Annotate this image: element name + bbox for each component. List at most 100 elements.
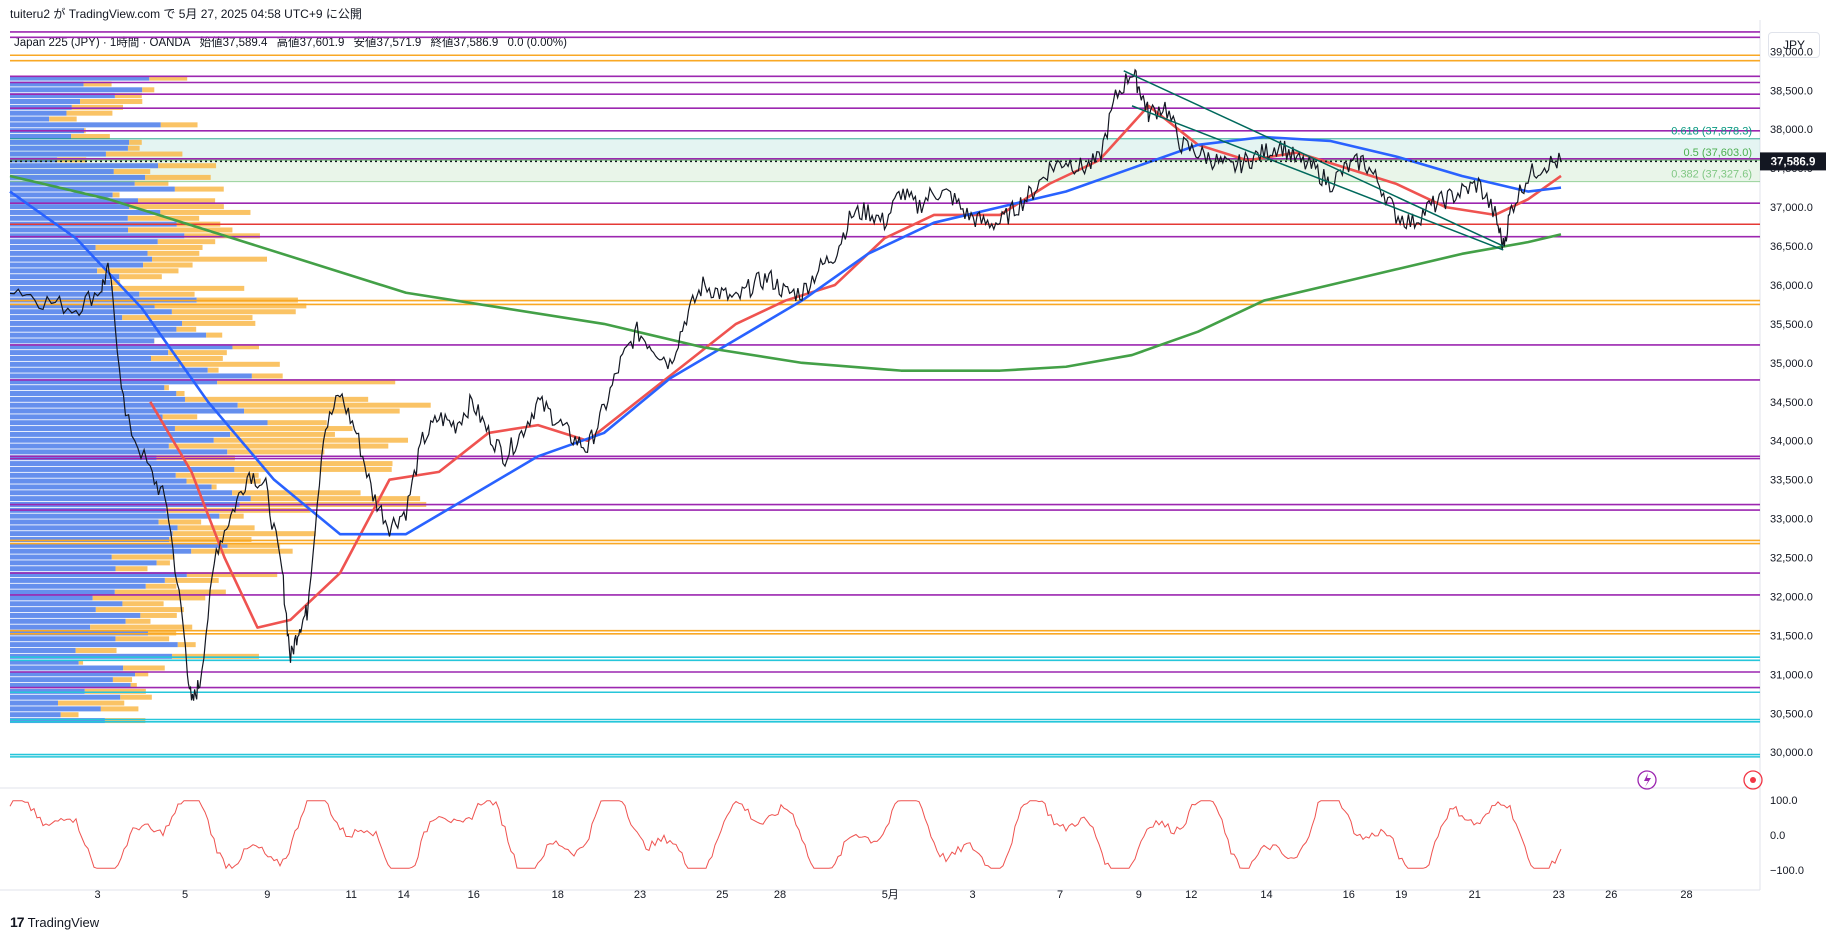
volume-profile-bar-down [10, 642, 178, 648]
volume-profile-bar-down [10, 671, 136, 677]
y-axis-tick-label: 34,000.0 [1770, 436, 1813, 448]
y-axis-tick-label: 31,500.0 [1770, 630, 1813, 642]
volume-profile-bar-down [10, 227, 128, 233]
volume-profile-bar-up [71, 104, 124, 110]
volume-profile-bar-down [10, 122, 161, 128]
y-axis-tick-label: 36,500.0 [1770, 241, 1813, 253]
volume-profile-bar-down [10, 169, 114, 175]
volume-profile-bar-down [10, 180, 135, 186]
volume-profile-bar-up [60, 712, 79, 718]
volume-profile-bar-up [90, 624, 193, 630]
fib-level-label: 0.5 (37,603.0) [1684, 147, 1753, 159]
volume-profile-bar-down [10, 560, 157, 566]
volume-profile-bar-up [105, 151, 183, 157]
last-price-label: 37,586.9 [1771, 156, 1816, 168]
volume-profile-bar-up [114, 93, 142, 99]
currency-badge[interactable]: JPY [1768, 32, 1820, 58]
volume-profile-bar-down [10, 566, 116, 572]
volume-profile-bar-down [10, 653, 172, 659]
volume-profile-bar-down [10, 344, 233, 350]
volume-profile-bar-up [164, 577, 219, 583]
tradingview-logo[interactable]: 17 TradingView [10, 914, 99, 930]
volume-profile-bar-up [147, 630, 177, 636]
last-price-badge [1760, 152, 1826, 171]
volume-profile-bar-down [10, 683, 131, 689]
volume-profile-bar-down [10, 636, 116, 642]
y-axis-tick-label: 35,500.0 [1770, 319, 1813, 331]
volume-profile-bar-down [10, 484, 212, 490]
volume-profile-bar-up [164, 385, 169, 391]
volume-profile-bar-down [10, 531, 173, 537]
volume-profile-bar-up [186, 478, 261, 484]
volume-profile-bar-up [111, 554, 175, 560]
volume-profile-bar-up [227, 542, 281, 548]
volume-profile-bar-down [10, 466, 235, 472]
volume-profile-bar-down [10, 163, 159, 169]
x-axis-tick-label: 19 [1395, 889, 1407, 901]
volume-profile-bar-up [156, 560, 170, 566]
x-axis-tick-label: 5月 [882, 889, 899, 901]
volume-profile-bar-down [10, 332, 207, 338]
symbol-info-bar: Japan 225 (JPY) · 1時間 · OANDA 始値37,589.4… [14, 34, 573, 50]
volume-profile-bar-up [162, 414, 198, 420]
volume-profile-bar-up [129, 139, 142, 145]
x-axis-tick-label: 3 [969, 889, 975, 901]
volume-profile-bar-up [83, 81, 112, 87]
volume-profile-bar-up [71, 134, 110, 140]
x-axis-tick-label: 16 [1343, 889, 1355, 901]
volume-profile-bar-down [10, 700, 58, 706]
volume-profile-bar-down [10, 285, 113, 291]
volume-profile-bar-up [112, 192, 120, 198]
volume-profile-bar-down [10, 309, 172, 315]
volume-profile-bar-down [10, 338, 155, 344]
volume-profile-bar-up [232, 344, 259, 350]
volume-profile-bar-down [10, 402, 238, 408]
low-value: 安値37,571.9 [353, 37, 422, 49]
symbol-title[interactable]: Japan 225 (JPY) · 1時間 · OANDA [14, 37, 191, 49]
volume-profile-bar-up [145, 583, 177, 589]
volume-profile-bar-down [10, 262, 144, 268]
volume-profile-bar-up [104, 718, 146, 724]
volume-profile-bar-down [10, 244, 96, 250]
volume-profile-bar-up [135, 671, 149, 677]
volume-profile-bar-down [10, 612, 141, 618]
volume-profile-bar-down [10, 519, 159, 525]
x-axis-tick-label: 7 [1057, 889, 1063, 901]
volume-profile-bar-down [10, 461, 186, 467]
volume-profile-bar-down [10, 320, 182, 326]
x-axis-tick-label: 11 [346, 889, 357, 901]
volume-profile-bar-up [122, 315, 253, 321]
y-axis-tick-label: 37,500.0 [1770, 163, 1813, 175]
volume-profile-bar-up [112, 677, 133, 683]
high-value: 高値37,601.9 [276, 37, 345, 49]
volume-profile-bar-up [57, 700, 125, 706]
volume-profile-bar-down [10, 630, 148, 636]
volume-profile-bar-up [147, 250, 200, 256]
volume-profile-bar-up [122, 601, 164, 607]
volume-profile-bar-up [213, 437, 409, 443]
volume-profile-bar-down [10, 607, 96, 613]
x-axis-tick-label: 14 [398, 889, 410, 901]
volume-profile-bar-up [172, 531, 316, 537]
volume-profile-bar-down [10, 104, 72, 110]
volume-profile-bar-down [10, 116, 50, 122]
alert-icon [1743, 770, 1763, 790]
y-axis-tick-label: 38,000.0 [1770, 124, 1813, 136]
volume-profile-bar-down [10, 449, 228, 455]
volume-profile-bar-down [10, 385, 165, 391]
volume-profile-bar-up [267, 420, 327, 426]
volume-profile-bar-up [211, 484, 217, 490]
volume-profile-bar-down [10, 665, 124, 671]
volume-profile-bar-up [177, 525, 255, 531]
volume-profile-bar-up [174, 186, 224, 192]
volume-profile-bar-up [191, 548, 293, 554]
y-axis-tick-label: 35,000.0 [1770, 358, 1813, 370]
volume-profile-bar-down [10, 677, 113, 683]
volume-profile-bar-down [10, 373, 252, 379]
x-axis-tick-label: 18 [552, 889, 564, 901]
volume-profile-bar-down [10, 647, 76, 653]
volume-profile-bar-up [169, 537, 252, 543]
volume-profile-bar-up [66, 110, 113, 116]
volume-profile-bar-down [10, 431, 231, 437]
